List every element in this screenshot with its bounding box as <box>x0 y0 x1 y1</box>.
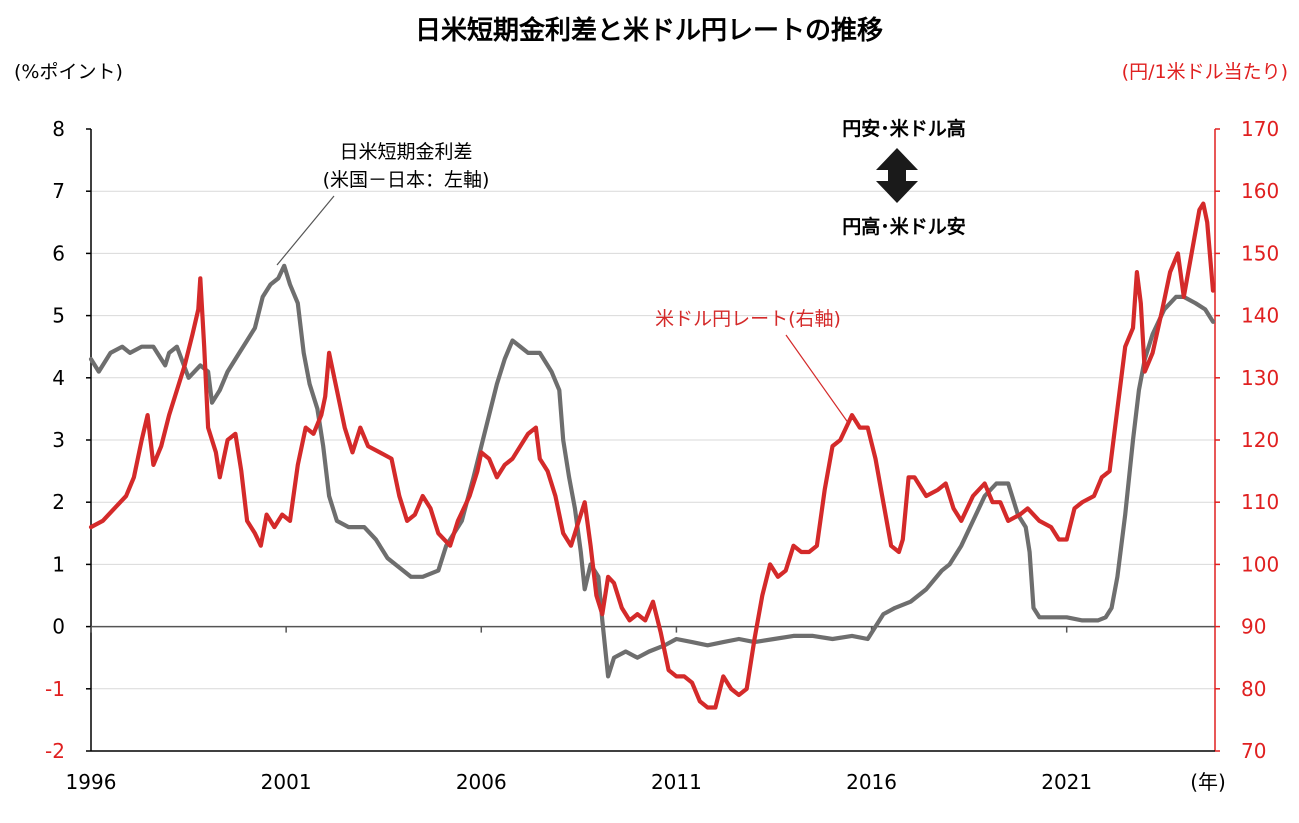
left-tick-label: -1 <box>45 677 65 701</box>
right-tick-label: 160 <box>1241 179 1279 203</box>
left-tick-label: 3 <box>52 428 65 452</box>
spread-label-line1: 日米短期金利差 <box>339 141 472 163</box>
x-tick-label: 2006 <box>456 770 507 794</box>
fx-label: 米ドル円レート(右軸) <box>655 308 841 330</box>
chart-title: 日米短期金利差と米ドル円レートの推移 <box>415 15 883 46</box>
arrow-top-label: 円安･米ドル高 <box>842 117 966 140</box>
right-tick-label: 110 <box>1241 490 1279 514</box>
gridlines <box>91 190 1215 690</box>
x-tick-label: 1996 <box>66 770 117 794</box>
x-axis-unit: (年) <box>1190 770 1226 794</box>
right-axis-unit: (円/1米ドル当たり) <box>1122 61 1288 83</box>
x-tick-label: 2011 <box>651 770 702 794</box>
spread-label-leader <box>276 195 335 266</box>
right-tick-label: 100 <box>1241 552 1279 576</box>
x-tick-label: 2001 <box>261 770 312 794</box>
arrow-bottom-label: 円高･米ドル安 <box>842 215 966 238</box>
right-tick-label: 130 <box>1241 366 1279 390</box>
tick-labels: 8 7 6 5 4 3 2 1 0 -1 -2 170 160 150 140 130 120 110 100 90 8… <box>45 117 1279 794</box>
right-tick-label: 170 <box>1241 117 1279 141</box>
left-axis-unit: (%ポイント) <box>14 61 123 83</box>
right-tick-label: 80 <box>1241 677 1266 701</box>
left-tick-label: 5 <box>52 304 65 328</box>
left-tick-label: -2 <box>45 739 65 763</box>
axes <box>86 128 1220 752</box>
x-tick-label: 2021 <box>1041 770 1092 794</box>
left-tick-label: 6 <box>52 241 65 265</box>
right-tick-label: 120 <box>1241 428 1279 452</box>
spread-label-line2: (米国－日本：左軸) <box>323 169 490 191</box>
left-tick-label: 7 <box>52 179 65 203</box>
left-tick-label: 0 <box>52 615 65 639</box>
x-tick-label: 2016 <box>846 770 897 794</box>
series-line-rate-spread <box>88 263 1216 679</box>
right-tick-label: 150 <box>1241 241 1279 265</box>
left-tick-label: 1 <box>52 552 65 576</box>
left-tick-label: 8 <box>52 117 65 141</box>
double-arrow-icon <box>876 148 918 203</box>
left-tick-label: 4 <box>52 366 65 390</box>
right-tick-label: 70 <box>1241 739 1266 763</box>
series-line-usdjpy <box>88 201 1216 710</box>
right-tick-label: 140 <box>1241 304 1279 328</box>
series-lines <box>88 201 1216 710</box>
right-tick-label: 90 <box>1241 615 1266 639</box>
fx-label-leader <box>785 334 850 425</box>
left-tick-label: 2 <box>52 490 65 514</box>
